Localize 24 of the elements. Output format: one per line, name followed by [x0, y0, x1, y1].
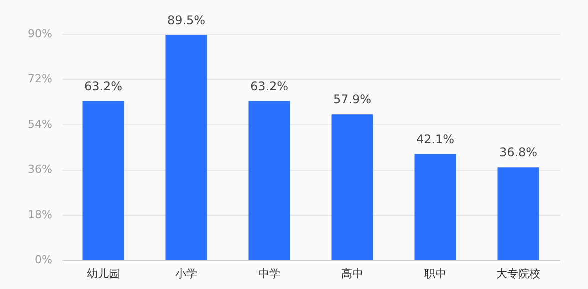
y-tick-label: 0%	[35, 254, 52, 266]
data-label: 63.2%	[84, 79, 123, 94]
x-tick-label: 职中	[424, 268, 446, 280]
x-tick-label: 幼儿园	[87, 268, 120, 280]
bar	[166, 35, 208, 260]
y-tick-label: 72%	[28, 72, 52, 86]
data-label: 42.1%	[416, 132, 455, 146]
x-tick-label: 大专院校	[496, 268, 540, 280]
bar	[414, 154, 456, 260]
y-tick-label: 54%	[28, 118, 52, 131]
data-label: 57.9%	[333, 92, 372, 107]
y-tick-label: 90%	[28, 28, 52, 40]
x-tick-label: 小学	[176, 268, 198, 280]
y-tick-label: 18%	[28, 208, 52, 222]
bar	[248, 101, 290, 260]
data-label: 89.5%	[167, 13, 206, 28]
bar	[332, 114, 374, 260]
bar	[498, 168, 540, 260]
x-tick-label: 中学	[258, 268, 280, 280]
data-label: 63.2%	[250, 79, 289, 94]
x-tick-label: 高中	[342, 268, 364, 280]
bar	[82, 101, 124, 260]
data-label: 36.8%	[499, 146, 538, 160]
y-tick-label: 36%	[28, 163, 52, 176]
